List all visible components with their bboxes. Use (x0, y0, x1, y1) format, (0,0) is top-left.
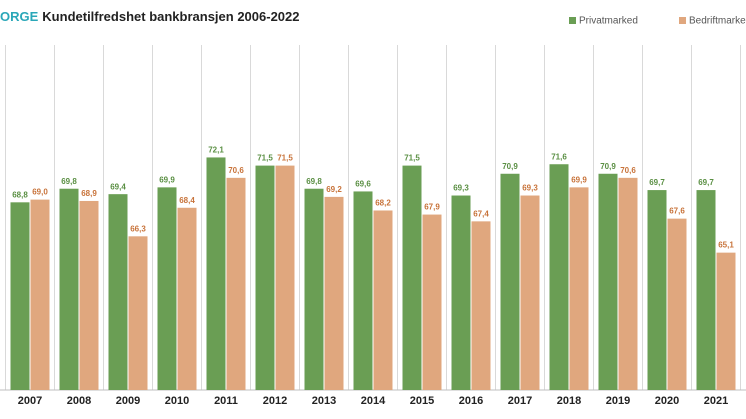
value-label: 70,6 (228, 166, 244, 175)
bar (59, 188, 79, 390)
bar (471, 221, 491, 390)
legend-label: Privatmarked (579, 16, 638, 27)
x-tick-label: 2020 (655, 395, 679, 407)
bar (667, 218, 687, 390)
title-text: Kundetilfredshet bankbransjen 2006-2022 (42, 9, 299, 24)
bar (696, 190, 716, 390)
x-tick-label: 2011 (214, 395, 238, 407)
bar (304, 188, 324, 390)
value-label: 69,3 (522, 184, 538, 193)
value-label: 67,6 (669, 207, 685, 216)
value-label: 68,2 (375, 199, 391, 208)
value-label: 70,9 (600, 162, 616, 171)
bar (569, 187, 589, 390)
bar (128, 236, 148, 390)
bar (10, 202, 30, 390)
x-tick-label: 2009 (116, 395, 140, 407)
x-tick-label: 2008 (67, 395, 91, 407)
bar (402, 165, 422, 390)
value-label: 68,8 (12, 190, 28, 199)
value-label: 68,9 (81, 189, 97, 198)
chart-title: ORGE Kundetilfredshet bankbransjen 2006-2… (0, 9, 300, 24)
legend-swatch (569, 17, 576, 24)
bar (108, 194, 128, 390)
value-label: 71,5 (277, 154, 293, 163)
value-label: 66,3 (130, 224, 146, 233)
bar (226, 177, 246, 390)
bar (647, 190, 667, 390)
value-label: 69,4 (110, 182, 126, 191)
bar (206, 157, 226, 390)
bar (716, 252, 736, 390)
value-label: 69,8 (61, 177, 77, 186)
bar (275, 165, 295, 390)
bar (30, 199, 50, 390)
value-label: 67,9 (424, 203, 440, 212)
x-tick-label: 2016 (459, 395, 483, 407)
value-label: 69,0 (32, 188, 48, 197)
bar (353, 191, 373, 390)
value-label: 69,7 (698, 178, 714, 187)
x-tick-label: 2010 (165, 395, 189, 407)
title-prefix: ORGE (0, 9, 39, 24)
bar (598, 173, 618, 390)
bar (422, 214, 442, 390)
x-tick-label: 2019 (606, 395, 630, 407)
value-label: 69,9 (571, 175, 587, 184)
value-label: 69,9 (159, 175, 175, 184)
x-tick-label: 2021 (704, 395, 728, 407)
bar (520, 195, 540, 390)
bar (500, 173, 520, 390)
value-label: 69,6 (355, 180, 371, 189)
value-label: 71,6 (551, 152, 567, 161)
x-tick-label: 2014 (361, 395, 386, 407)
x-tick-label: 2007 (18, 395, 42, 407)
bar (549, 164, 569, 390)
bar (157, 187, 177, 390)
bar (618, 177, 638, 390)
bar (255, 165, 275, 390)
value-label: 71,5 (404, 154, 420, 163)
value-label: 70,9 (502, 162, 518, 171)
value-label: 67,4 (473, 209, 489, 218)
bar (373, 210, 393, 390)
value-label: 71,5 (257, 154, 273, 163)
value-label: 69,8 (306, 177, 322, 186)
x-tick-label: 2018 (557, 395, 581, 407)
bar (324, 196, 344, 390)
value-label: 69,3 (453, 184, 469, 193)
bar (451, 195, 471, 390)
value-label: 72,1 (208, 146, 224, 155)
value-label: 70,6 (620, 166, 636, 175)
value-label: 68,4 (179, 196, 195, 205)
x-tick-label: 2015 (410, 395, 434, 407)
x-tick-label: 2017 (508, 395, 532, 407)
bar (177, 207, 197, 390)
x-tick-label: 2012 (263, 395, 287, 407)
value-label: 69,2 (326, 185, 342, 194)
legend-label: Bedriftmarke (689, 16, 746, 27)
legend-swatch (679, 17, 686, 24)
x-tick-label: 2013 (312, 395, 336, 407)
value-label: 65,1 (718, 241, 734, 250)
value-label: 69,7 (649, 178, 665, 187)
bar (79, 200, 99, 390)
